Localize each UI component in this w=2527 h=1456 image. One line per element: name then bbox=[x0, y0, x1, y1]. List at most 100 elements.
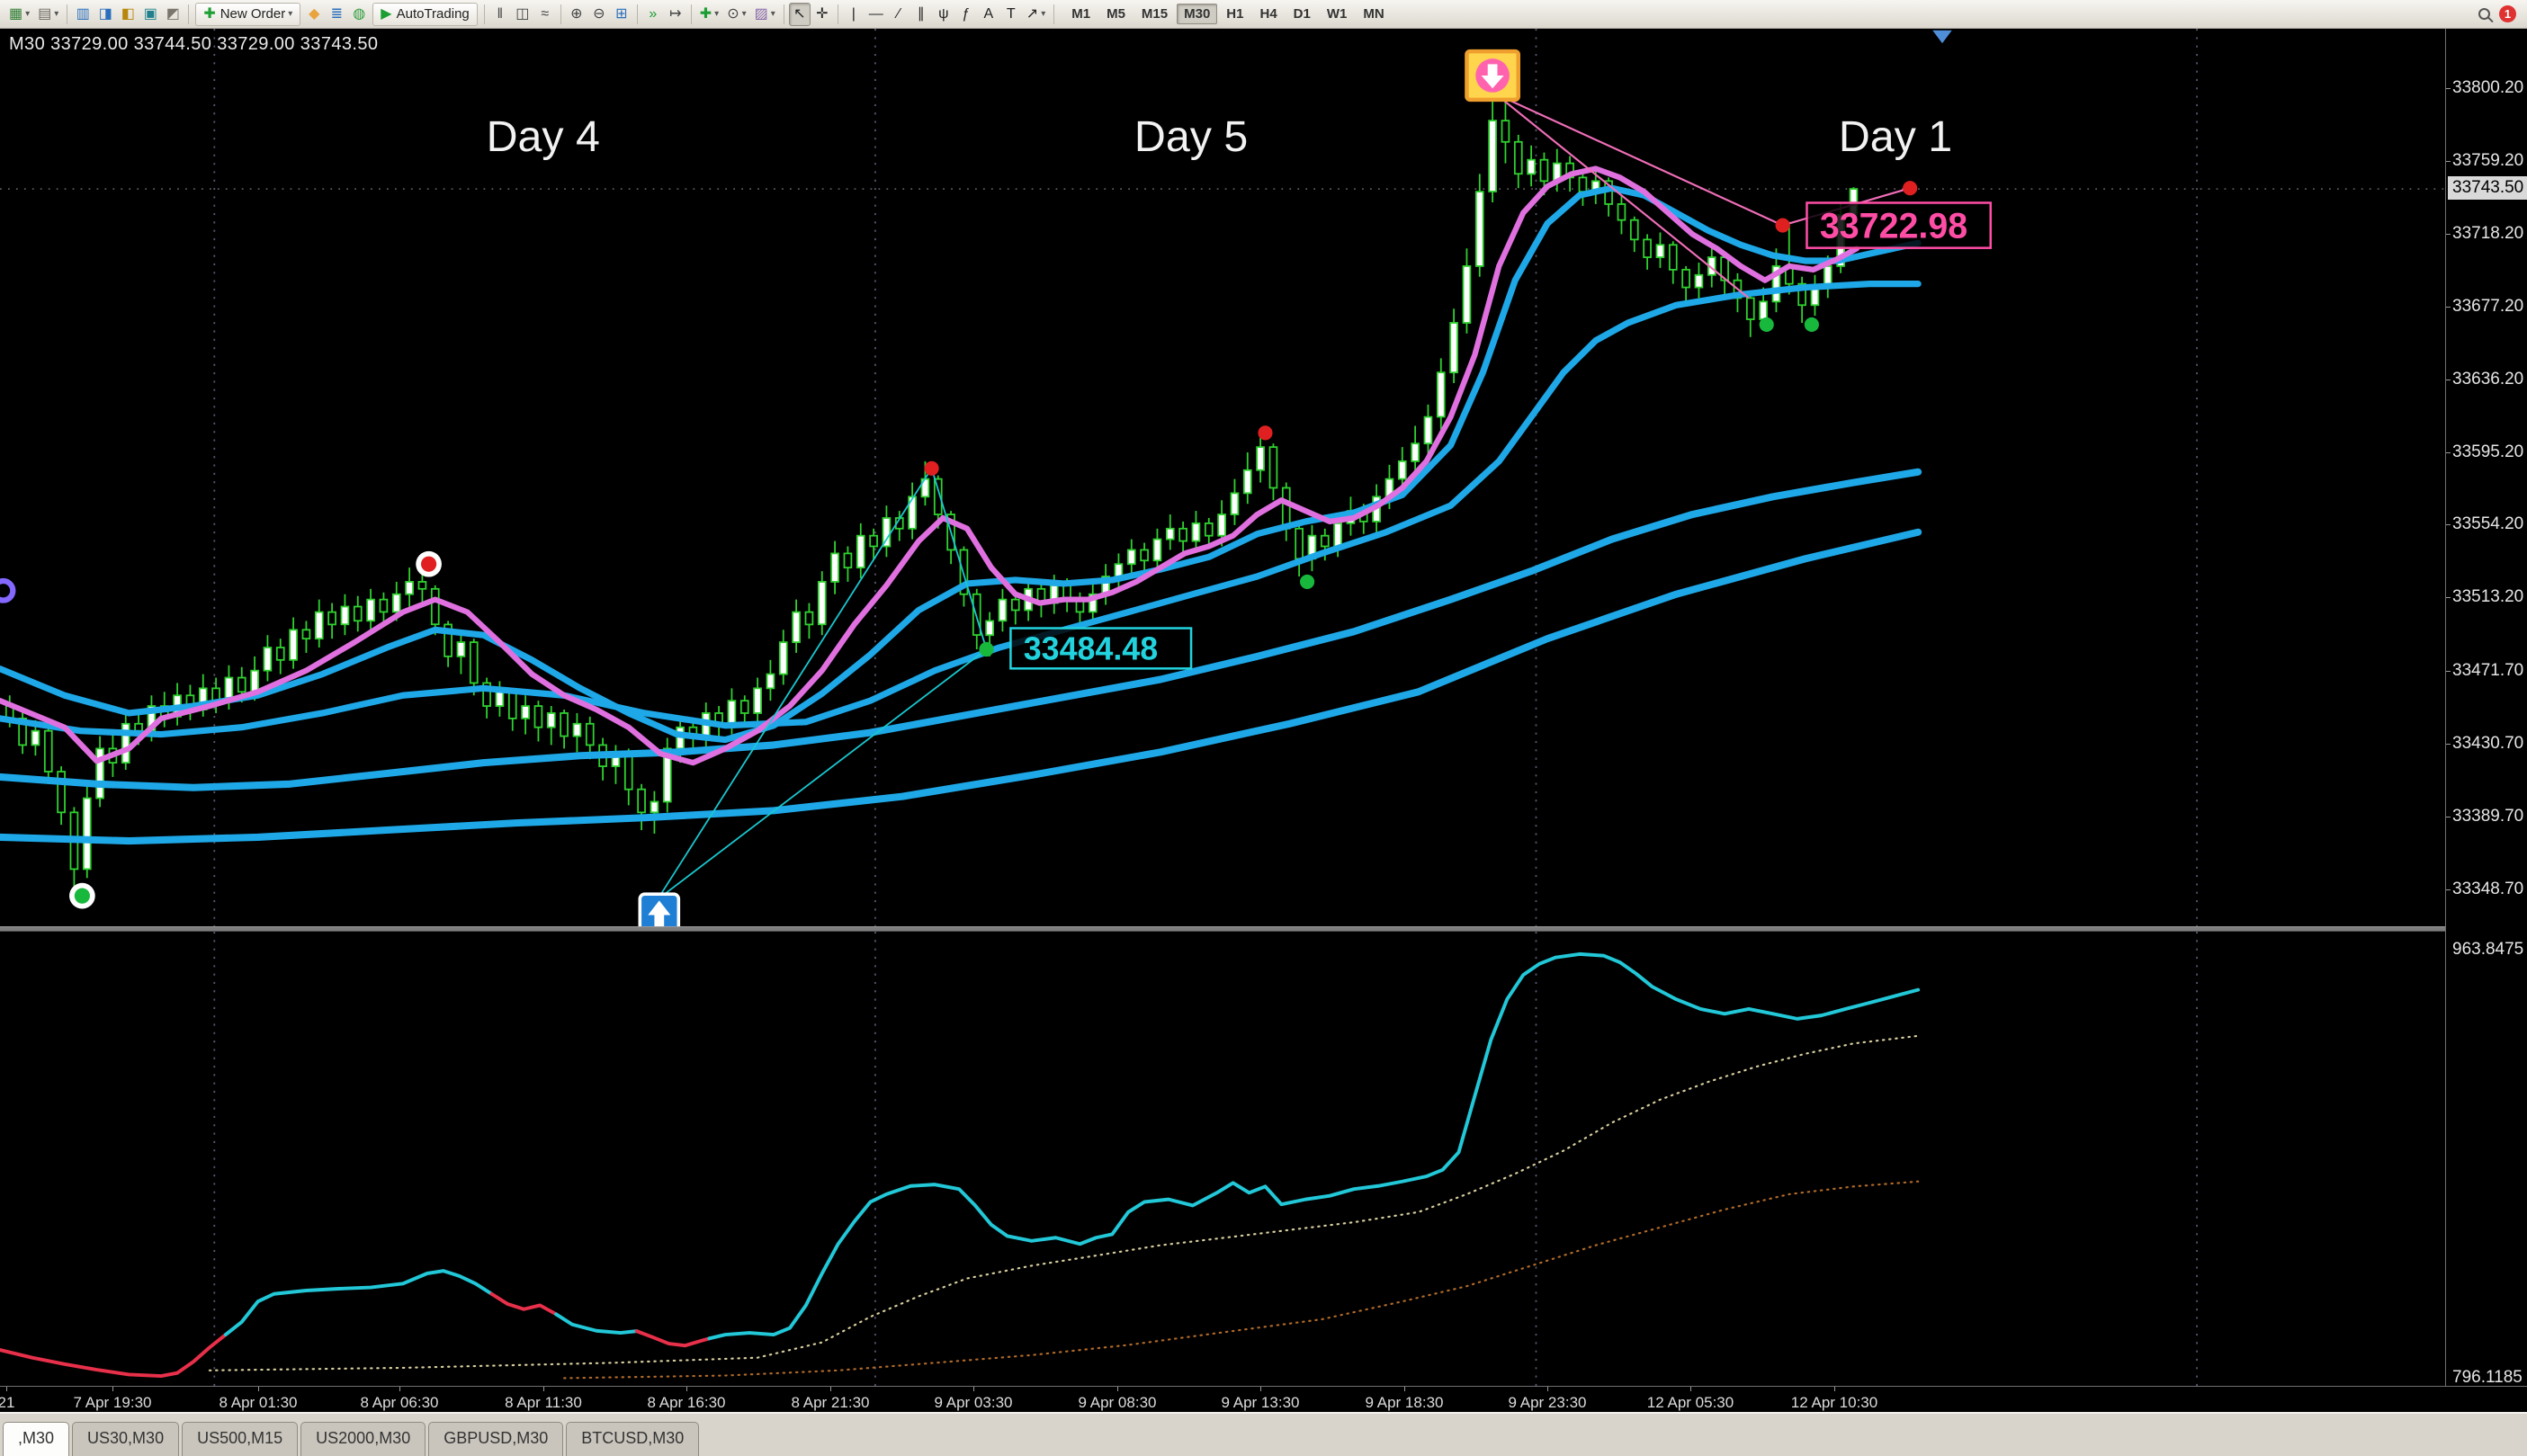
text-button[interactable]: A bbox=[978, 3, 999, 26]
layers-button[interactable]: ≣ bbox=[326, 3, 347, 26]
signal-trendline-cyan bbox=[657, 468, 933, 900]
channel-button[interactable]: ∥ bbox=[910, 3, 932, 26]
new-order-icon: ✚ bbox=[203, 5, 216, 22]
metaeditor-button[interactable]: ◆ bbox=[303, 3, 325, 26]
timeframe-button-mn[interactable]: MN bbox=[1363, 6, 1384, 22]
autotrading-button[interactable]: ▶ AutoTrading bbox=[372, 2, 478, 26]
cursor-button[interactable]: ↖ bbox=[788, 2, 811, 26]
toolbar-separator bbox=[188, 4, 190, 24]
chevron-down-icon[interactable]: ▾ bbox=[741, 9, 747, 19]
timeframe-button-m15[interactable]: M15 bbox=[1141, 6, 1169, 22]
pitchfork-button[interactable]: ψ bbox=[933, 3, 954, 26]
chevron-down-icon[interactable]: ▾ bbox=[288, 9, 293, 19]
time-axis-label: 9 Apr 08:30 bbox=[1078, 1394, 1157, 1411]
price-axis-label: 33348.70 bbox=[2452, 880, 2524, 898]
main-price-pane[interactable]: Day 4 Day 5 Day 1 33484.48 33722.98 M30 3372… bbox=[0, 29, 2445, 926]
timeframe-button-w1[interactable]: W1 bbox=[1326, 6, 1348, 22]
price-axis-tick bbox=[2446, 671, 2451, 672]
vertical-line-button[interactable]: | bbox=[843, 3, 865, 26]
chart-window-button[interactable]: ▦ ▾ bbox=[5, 3, 33, 26]
timeframe-button-m5[interactable]: M5 bbox=[1107, 6, 1125, 22]
price-axis[interactable]: 33800.20 33759.20 33718.20 33677.20 33636.20… bbox=[2445, 29, 2527, 1387]
chart-shift-marker[interactable] bbox=[1932, 30, 1952, 44]
candle-body bbox=[778, 641, 788, 675]
chart-shift-icon: ↦ bbox=[669, 5, 682, 22]
chevron-down-icon[interactable]: ▾ bbox=[1041, 9, 1046, 19]
search-icon[interactable] bbox=[2478, 8, 2490, 20]
chart-shift-button[interactable]: ↦ bbox=[665, 3, 686, 26]
data-window-button[interactable]: ◨ bbox=[94, 3, 116, 26]
chevron-down-icon[interactable]: ▾ bbox=[714, 9, 720, 19]
timeframe-button-m1[interactable]: M1 bbox=[1071, 6, 1091, 22]
tile-windows-icon: ⊞ bbox=[615, 5, 628, 22]
chart-tab-us30-m30[interactable]: US30,M30 bbox=[72, 1422, 180, 1456]
chart-tab-us2000-m30[interactable]: US2000,M30 bbox=[300, 1422, 426, 1456]
timeframe-button-m30[interactable]: M30 bbox=[1177, 4, 1218, 24]
candle-body bbox=[637, 788, 646, 814]
candle-body bbox=[908, 496, 917, 530]
timeframe-button-h4[interactable]: H4 bbox=[1259, 6, 1277, 22]
timeframe-button-d1[interactable]: D1 bbox=[1293, 6, 1311, 22]
trendline-button[interactable]: ∕ bbox=[888, 3, 910, 26]
indicator-main-red-3 bbox=[634, 1329, 712, 1348]
chevron-down-icon[interactable]: ▾ bbox=[770, 9, 775, 19]
bar-chart-button[interactable]: ‖ bbox=[489, 3, 511, 26]
indicators-button[interactable]: ✚ ▾ bbox=[696, 3, 722, 26]
chart-tab-m30[interactable]: ,M30 bbox=[3, 1422, 70, 1456]
time-axis-tick bbox=[1117, 1387, 1118, 1391]
market-watch-button[interactable]: ▥ bbox=[72, 3, 94, 26]
candle-body bbox=[43, 729, 53, 773]
globe-button[interactable]: ◍ bbox=[348, 3, 370, 26]
candle-body bbox=[817, 581, 827, 626]
time-axis-tick bbox=[973, 1387, 974, 1391]
candle-body bbox=[792, 611, 801, 644]
candlestick-chart-icon: ◫ bbox=[515, 5, 530, 22]
pane-separator[interactable] bbox=[0, 926, 2527, 932]
tile-windows-button[interactable]: ⊞ bbox=[611, 3, 632, 26]
fibonacci-button[interactable]: ƒ bbox=[955, 3, 977, 26]
new-order-button[interactable]: ✚ New Order ▾ bbox=[195, 2, 301, 26]
strategy-tester-button[interactable]: ◩ bbox=[162, 3, 184, 26]
candle-body bbox=[18, 717, 27, 746]
candle-body bbox=[869, 534, 878, 548]
candle-body bbox=[882, 517, 892, 548]
candle-body bbox=[1320, 534, 1330, 548]
main-chart-canvas[interactable]: Day 4 Day 5 Day 1 33484.48 33722.98 bbox=[0, 29, 2445, 926]
notification-badge[interactable]: 1 bbox=[2499, 5, 2516, 22]
chart-tab-bar: ,M30 US30,M30 US500,M15 US2000,M30 GBPUSD,M3… bbox=[0, 1412, 2527, 1456]
crosshair-button[interactable]: ✛ bbox=[811, 3, 833, 26]
chevron-down-icon[interactable]: ▾ bbox=[54, 9, 59, 19]
zoom-out-button[interactable]: ⊖ bbox=[588, 3, 610, 26]
shapes-button[interactable]: ↗ ▾ bbox=[1023, 3, 1049, 26]
chart-tab-btcusd-m30[interactable]: BTCUSD,M30 bbox=[566, 1422, 700, 1456]
templates-button[interactable]: ▨ ▾ bbox=[751, 3, 779, 26]
label-button[interactable]: T bbox=[1000, 3, 1022, 26]
price-axis-label: 33759.20 bbox=[2452, 151, 2524, 170]
line-chart-button[interactable]: ≈ bbox=[534, 3, 556, 26]
candlestick-chart-button[interactable]: ◫ bbox=[512, 3, 533, 26]
horizontal-line-button[interactable]: — bbox=[865, 3, 887, 26]
candle-body bbox=[856, 534, 865, 569]
candle-body bbox=[469, 641, 479, 684]
time-axis[interactable]: 21 7 Apr 19:30 8 Apr 01:30 8 Apr 06:30 8 Apr… bbox=[0, 1386, 2527, 1412]
time-axis-label: 9 Apr 18:30 bbox=[1365, 1394, 1444, 1411]
candle-body bbox=[134, 722, 143, 732]
navigator-button[interactable]: ◧ bbox=[117, 3, 139, 26]
candle-body bbox=[1114, 563, 1124, 577]
terminal-button[interactable]: ▣ bbox=[139, 3, 161, 26]
timeframe-button-h1[interactable]: H1 bbox=[1226, 6, 1244, 22]
auto-scroll-button[interactable]: » bbox=[642, 3, 664, 26]
indicator-canvas[interactable] bbox=[0, 932, 2445, 1386]
profiles-button[interactable]: ▤ ▾ bbox=[34, 3, 62, 26]
chart-tab-us500-m15[interactable]: US500,M15 bbox=[182, 1422, 299, 1456]
candle-body bbox=[1204, 522, 1214, 537]
candle-body bbox=[263, 647, 273, 672]
time-axis-label: 7 Apr 19:30 bbox=[73, 1394, 152, 1411]
chart-tab-gbpusd-m30[interactable]: GBPUSD,M30 bbox=[428, 1422, 564, 1456]
zoom-in-button[interactable]: ⊕ bbox=[566, 3, 587, 26]
indicator-pane[interactable] bbox=[0, 932, 2445, 1386]
periods-button[interactable]: ⊙ ▾ bbox=[723, 3, 749, 26]
time-axis-tick bbox=[112, 1387, 113, 1391]
indicators-icon: ✚ bbox=[699, 5, 712, 22]
chevron-down-icon[interactable]: ▾ bbox=[25, 9, 31, 19]
